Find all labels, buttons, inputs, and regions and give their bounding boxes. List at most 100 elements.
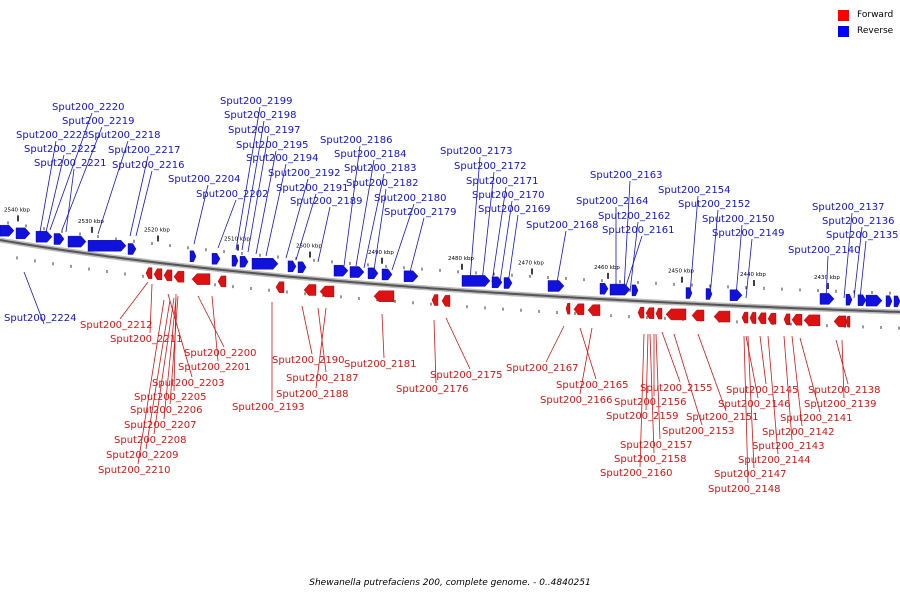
leader-line — [217, 199, 237, 249]
forward-gene-label: Sput200_2200 — [184, 348, 257, 359]
leader-line — [317, 206, 331, 263]
reverse-gene-label-text: Sput200_2180 — [374, 193, 447, 204]
reverse-gene-arrow — [15, 227, 31, 240]
forward-gene-label: Sput200_2147 — [714, 469, 787, 480]
legend-reverse: Reverse — [838, 25, 893, 37]
reverse-gene-arrow — [685, 287, 693, 299]
leader-line — [481, 171, 495, 283]
reverse-gene-arrow — [67, 235, 87, 248]
reverse-gene-label-text: Sput200_2137 — [812, 202, 885, 213]
reverse-gene-arrow — [403, 270, 419, 282]
forward-gene-label-text: Sput200_2141 — [780, 413, 853, 424]
reverse-gene-label-text: Sput200_2172 — [454, 161, 527, 172]
reverse-gene-arrow — [53, 233, 65, 245]
forward-gene-label-text: Sput200_2167 — [506, 363, 579, 374]
forward-gene-label-text: Sput200_2153 — [662, 426, 735, 437]
reverse-gene-label: Sput200_2218 — [88, 130, 161, 141]
label-leader-lines — [23, 106, 867, 484]
forward-gene-label: Sput200_2159 — [606, 411, 679, 422]
forward-gene-label-text: Sput200_2156 — [614, 397, 687, 408]
leader-line — [173, 293, 177, 392]
reverse-gene-label-text: Sput200_2184 — [334, 149, 407, 160]
forward-gene-label-text: Sput200_2203 — [152, 378, 225, 389]
leader-line — [645, 333, 649, 411]
reverse-gene-label-text: Sput200_2186 — [320, 135, 393, 146]
leader-line — [673, 333, 703, 426]
leader-line — [629, 221, 639, 293]
reverse-gene-label-text: Sput200_2224 — [4, 313, 77, 324]
forward-gene-label-text: Sput200_2160 — [600, 468, 673, 479]
forward-gene-label-text: Sput200_2190 — [272, 355, 345, 366]
kbp-tick-label: 2530 kbp — [78, 219, 104, 225]
leader-line — [65, 168, 75, 233]
leader-line — [743, 335, 749, 484]
reverse-gene-label: Sput200_2191 — [276, 183, 349, 194]
reverse-gene-arrow — [865, 294, 883, 307]
reverse-gene-label: Sput200_2150 — [702, 214, 775, 225]
leader-line — [825, 255, 829, 299]
forward-gene-label-text: Sput200_2144 — [738, 455, 811, 466]
reverse-gene-label-text: Sput200_2164 — [576, 196, 649, 207]
leader-line — [747, 335, 755, 469]
forward-gene-arrow — [803, 314, 821, 327]
leader-line — [799, 337, 821, 413]
forward-gene-label: Sput200_2208 — [114, 435, 187, 446]
kbp-tick-label: 2440 kbp — [740, 272, 766, 278]
leader-line — [301, 305, 313, 355]
reverse-gene-label-text: Sput200_2189 — [290, 196, 363, 207]
forward-gene-label: Sput200_2166 — [540, 395, 613, 406]
kbp-tick-label: 2500 kbp — [296, 244, 322, 250]
forward-gene-label: Sput200_2201 — [178, 362, 251, 373]
reverse-gene-label-text: Sput200_2182 — [346, 178, 419, 189]
forward-gene-arrow — [431, 294, 439, 306]
forward-gene-label: Sput200_2155 — [640, 383, 713, 394]
genome-caption: Shewanella putrefaciens 200, complete ge… — [309, 578, 591, 588]
legend-forward-label: Forward — [857, 10, 894, 20]
leader-line — [193, 184, 209, 245]
forward-gene-arrow — [145, 267, 153, 279]
leader-line — [265, 163, 287, 257]
reverse-gene-label-text: Sput200_2217 — [108, 145, 181, 156]
reverse-gene-label: Sput200_2180 — [374, 193, 447, 204]
reverse-gene-arrow — [297, 261, 307, 273]
reverse-gene-label: Sput200_2217 — [108, 145, 181, 156]
forward-gene-label-text: Sput200_2187 — [286, 373, 359, 384]
leader-line — [623, 235, 643, 293]
leader-line — [735, 224, 743, 297]
reverse-gene-arrow — [461, 275, 491, 287]
reverse-gene-label: Sput200_2202 — [196, 189, 269, 200]
leader-line — [579, 327, 597, 380]
forward-gene-label: Sput200_2187 — [286, 373, 359, 384]
reverse-gene-label: Sput200_2135 — [826, 230, 899, 241]
reverse-gene-label: Sput200_2199 — [220, 96, 293, 107]
reverse-gene-label: Sput200_2154 — [658, 185, 731, 196]
leader-line — [343, 145, 361, 267]
forward-gene-label-text: Sput200_2201 — [178, 362, 251, 373]
reverse-gene-arrow — [599, 283, 609, 295]
reverse-gene-label: Sput200_2161 — [602, 225, 675, 236]
leader-line — [853, 226, 863, 299]
forward-gene-label: Sput200_2188 — [276, 389, 349, 400]
forward-gene-label: Sput200_2203 — [152, 378, 225, 389]
forward-gene-label-text: Sput200_2176 — [396, 384, 469, 395]
leader-line — [579, 327, 593, 395]
reverse-gene-label: Sput200_2184 — [334, 149, 407, 160]
reverse-gene-label-text: Sput200_2140 — [788, 245, 861, 256]
forward-gene-arrow — [637, 306, 645, 319]
leader-line — [507, 214, 519, 285]
leader-line — [783, 335, 793, 441]
forward-gene-label: Sput200_2165 — [556, 380, 629, 391]
reverse-gene-arrow — [367, 267, 379, 280]
forward-gene-arrow — [691, 309, 705, 322]
forward-gene-arrow — [573, 303, 585, 316]
forward-gene-label: Sput200_2167 — [506, 363, 579, 374]
forward-gene-label-text: Sput200_2143 — [752, 441, 825, 452]
reverse-gene-label: Sput200_2162 — [598, 211, 671, 222]
reverse-gene-label: Sput200_2223 — [16, 130, 89, 141]
forward-gene-label: Sput200_2210 — [98, 465, 171, 476]
leader-line — [153, 297, 175, 435]
leader-line — [49, 112, 93, 231]
reverse-gene-label: Sput200_2216 — [112, 160, 185, 171]
reverse-gene-label-text: Sput200_2222 — [24, 144, 97, 155]
forward-gene-label-text: Sput200_2210 — [98, 465, 171, 476]
